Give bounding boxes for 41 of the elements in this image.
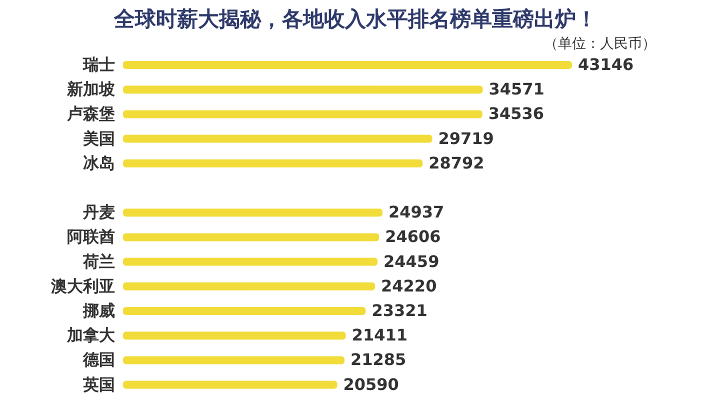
bar [123, 61, 572, 69]
data-label: 21285 [350, 350, 406, 370]
bar [123, 86, 483, 94]
chart-title: 全球时薪大揭秘，各地收入水平排名榜单重磅出炉！ [113, 7, 597, 31]
bar [123, 380, 338, 389]
bar [123, 233, 380, 242]
bar [123, 307, 366, 315]
data-label: 21411 [352, 326, 408, 345]
bar [123, 356, 345, 364]
y-tick-label: 挪威 [82, 301, 115, 320]
y-tick-label: 新加坡 [66, 80, 116, 99]
bar [123, 159, 423, 168]
bar [123, 208, 383, 217]
data-label: 24937 [388, 202, 444, 222]
y-tick-label: 阿联酋 [67, 227, 115, 246]
bar [123, 110, 482, 118]
y-tick-label: 加拿大 [66, 326, 116, 345]
y-tick-label: 冰岛 [83, 153, 115, 172]
bar [123, 332, 346, 340]
y-tick-label: 瑞士 [82, 55, 115, 74]
y-tick-label: 丹麦 [82, 202, 115, 222]
y-tick-label: 英国 [82, 374, 115, 394]
y-tick-label: 卢森堡 [66, 104, 115, 124]
data-label: 29719 [438, 128, 494, 148]
data-label: 34536 [488, 104, 544, 124]
y-tick-label: 德国 [82, 350, 115, 370]
bar [123, 258, 378, 266]
data-label: 43146 [578, 55, 634, 74]
data-label: 24220 [381, 276, 437, 296]
bar [123, 134, 432, 143]
bar [123, 282, 376, 290]
data-label: 24459 [384, 252, 440, 271]
y-tick-label: 荷兰 [82, 252, 115, 271]
y-tick-label: 美国 [82, 128, 115, 148]
data-label: 23321 [372, 301, 428, 320]
data-label: 20590 [343, 374, 399, 394]
y-tick-label: 澳大利亚 [50, 276, 115, 296]
data-label: 28792 [428, 153, 484, 172]
data-label: 24606 [385, 227, 441, 246]
data-label: 34571 [488, 80, 544, 99]
text: （单位：人民币） [544, 36, 656, 52]
